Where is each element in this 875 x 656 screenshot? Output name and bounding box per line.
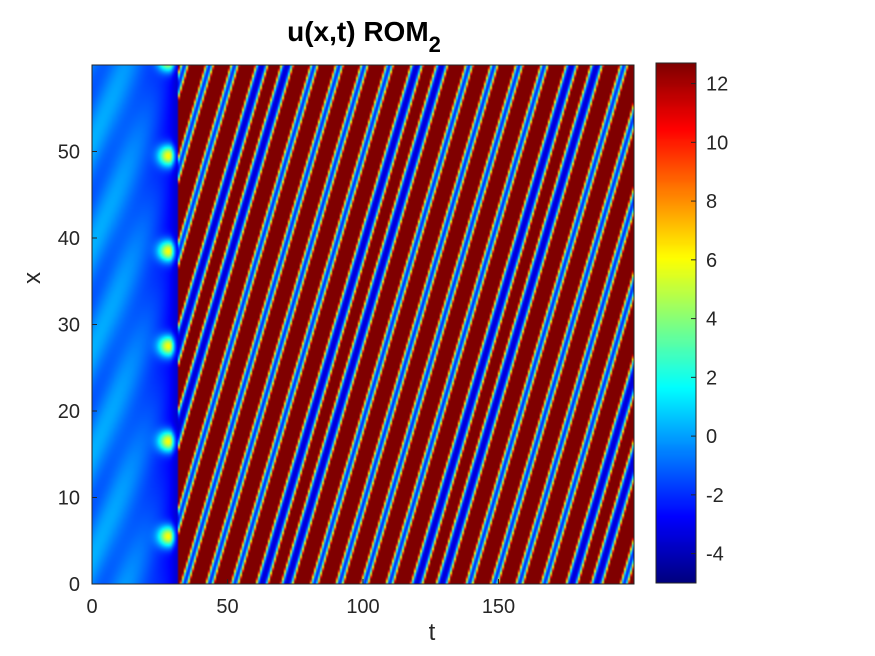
colorbar-frame bbox=[655, 62, 697, 584]
x-axis-label: t bbox=[429, 619, 436, 646]
colorbar-gradient bbox=[656, 63, 696, 583]
x-tick-label: 150 bbox=[482, 596, 515, 618]
colorbar-tick-label: 8 bbox=[706, 191, 717, 213]
colorbar-tick-label: -2 bbox=[706, 485, 724, 507]
heatmap-image bbox=[92, 65, 634, 584]
colorbar-tick-label: 4 bbox=[706, 309, 717, 331]
y-tick-label: 40 bbox=[58, 228, 80, 250]
y-tick-label: 20 bbox=[58, 401, 80, 423]
colorbar-tick-label: 12 bbox=[706, 74, 728, 96]
x-tick-label: 50 bbox=[216, 596, 238, 618]
heatmap-plot bbox=[91, 64, 635, 585]
y-axis-label: x bbox=[19, 272, 46, 284]
colorbar-tick-label: 10 bbox=[706, 132, 728, 154]
colorbar-tick-label: -4 bbox=[706, 544, 724, 566]
y-tick-label: 0 bbox=[69, 574, 80, 596]
y-tick-label: 50 bbox=[58, 142, 80, 164]
colorbar: -4 -2 0 2 4 6 8 10 12 bbox=[655, 62, 728, 584]
colorbar-ticks: -4 -2 0 2 4 6 8 10 12 bbox=[691, 74, 728, 566]
y-axis-ticks: 0 10 20 30 40 50 bbox=[58, 142, 97, 596]
colorbar-tick-label: 0 bbox=[706, 426, 717, 448]
colorbar-tick-label: 6 bbox=[706, 250, 717, 272]
y-tick-label: 30 bbox=[58, 315, 80, 337]
x-axis-ticks: 0 50 100 150 bbox=[86, 579, 515, 618]
y-tick-label: 10 bbox=[58, 488, 80, 510]
x-tick-label: 100 bbox=[346, 596, 379, 618]
chart-title: u(x,t) ROM2 bbox=[287, 16, 441, 57]
x-tick-label: 0 bbox=[86, 596, 97, 618]
colorbar-tick-label: 2 bbox=[706, 367, 717, 389]
